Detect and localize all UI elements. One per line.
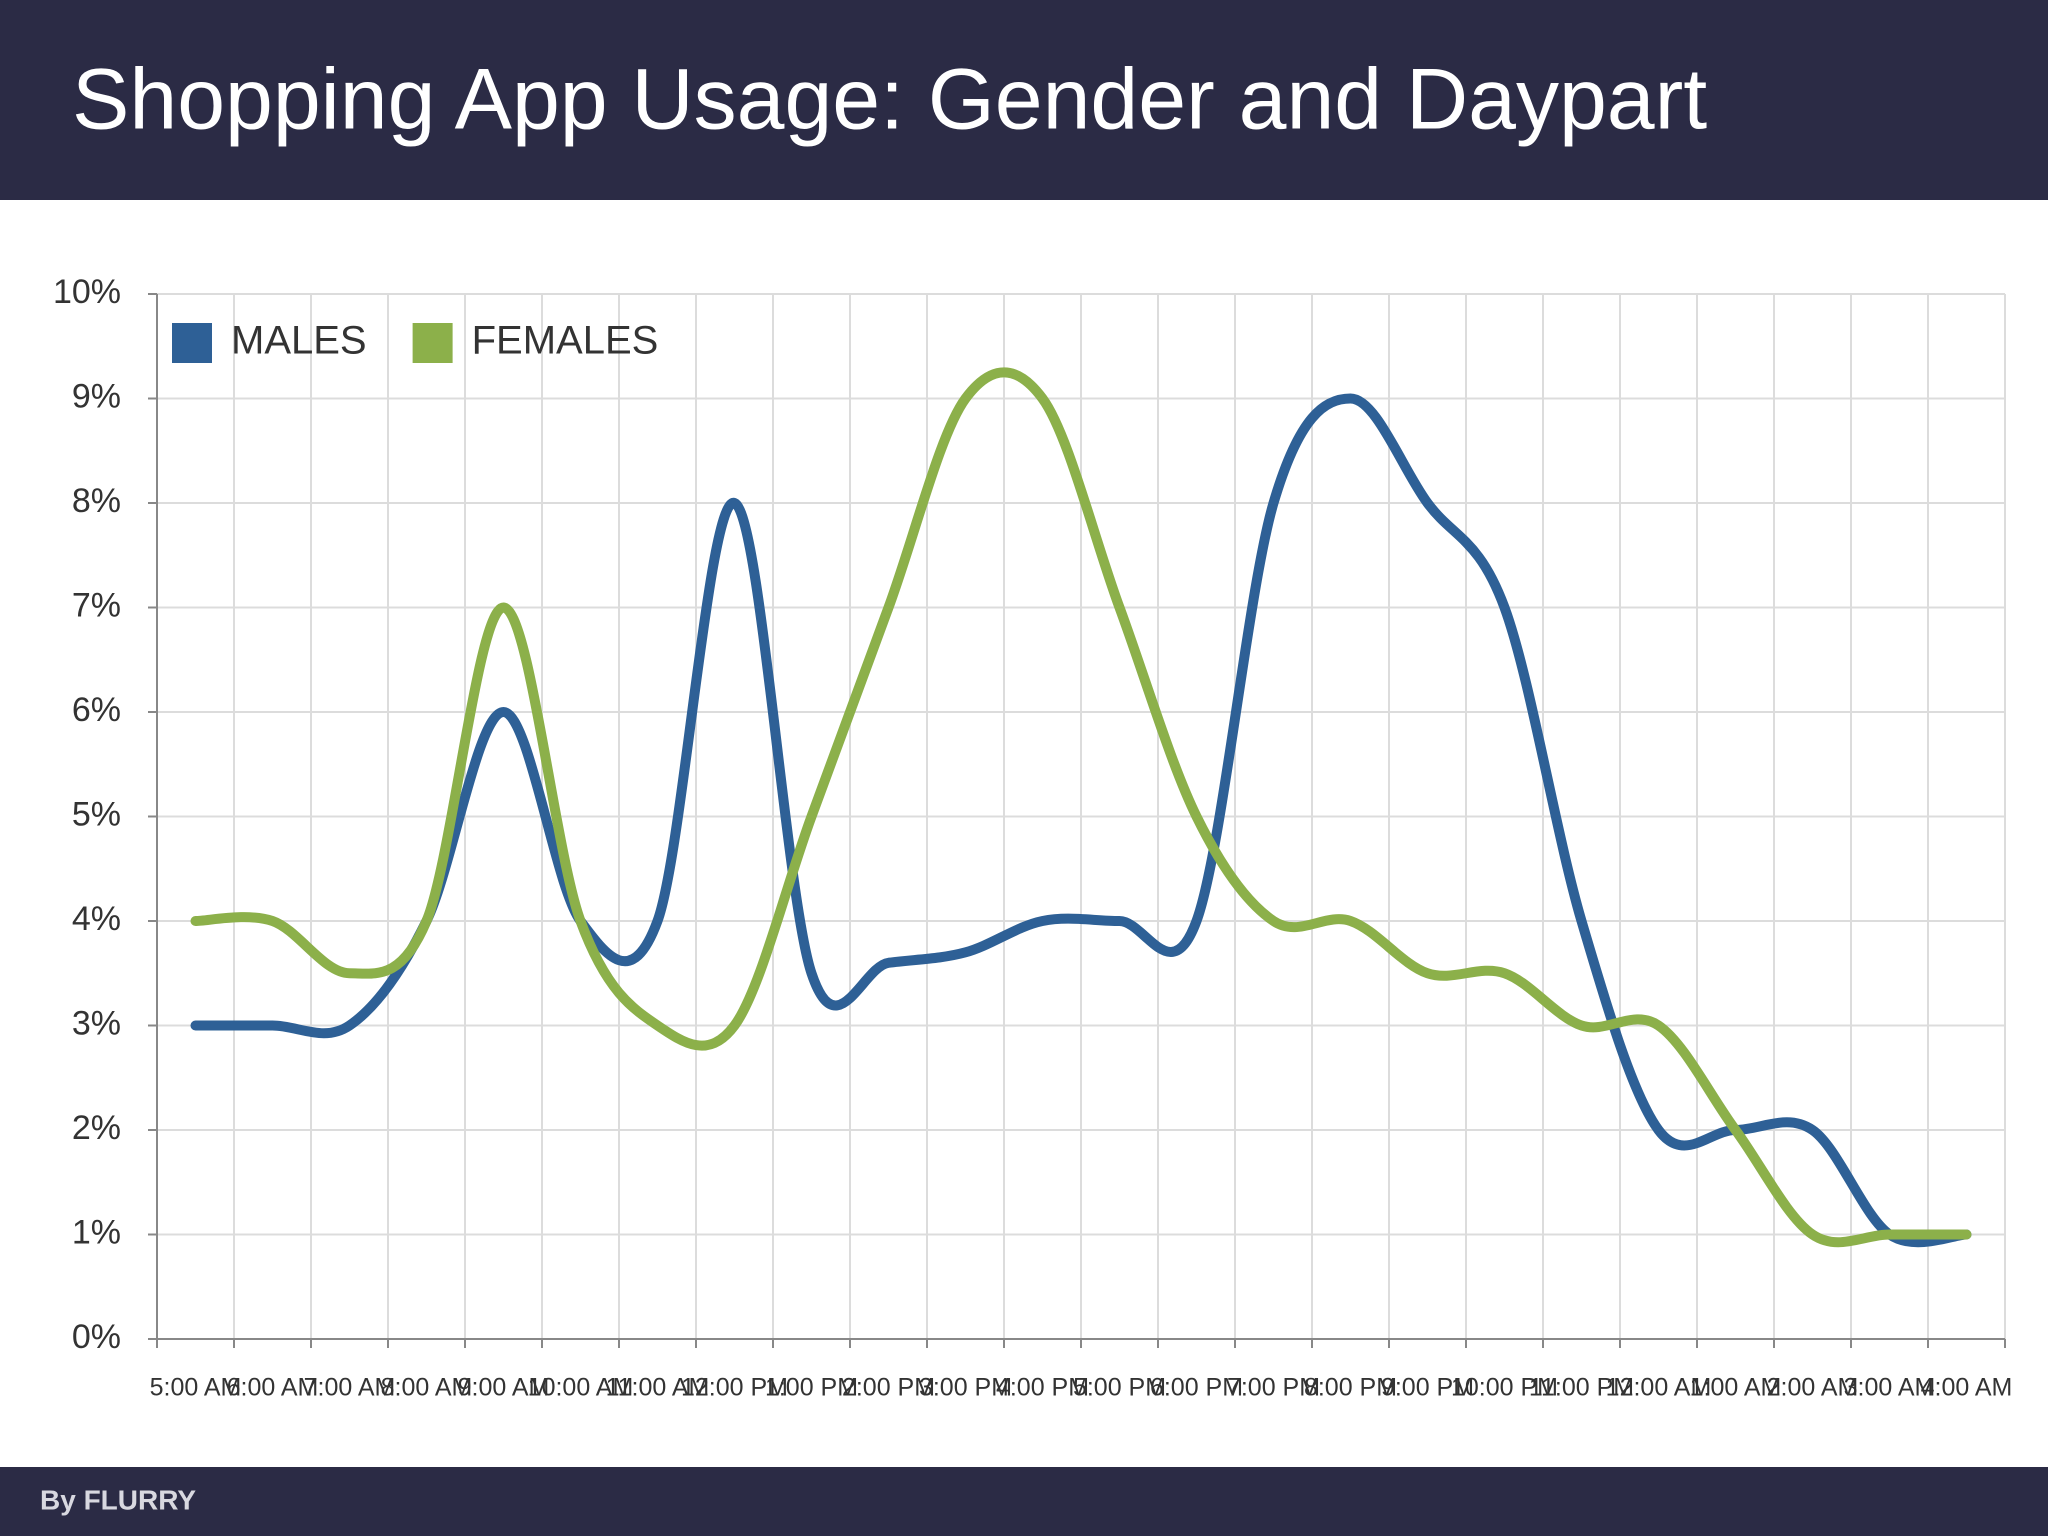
x-tick-label: 7:00 PM — [1227, 1374, 1320, 1402]
x-tick-label: 10:00 PM — [1451, 1374, 1558, 1402]
x-tick-label: 9:00 AM — [458, 1374, 550, 1402]
y-tick-label: 7% — [72, 586, 121, 624]
legend-swatch — [172, 323, 212, 363]
legend-label: MALES — [231, 319, 367, 363]
x-tick-label: 12:00 PM — [681, 1374, 788, 1402]
y-tick-label: 0% — [72, 1318, 121, 1356]
x-tick-label: 3:00 AM — [1844, 1374, 1936, 1402]
y-tick-label: 5% — [72, 795, 121, 833]
x-tick-label: 8:00 PM — [1304, 1374, 1397, 1402]
x-tick-label: 11:00 PM — [1529, 1374, 1634, 1402]
series-line — [190, 393, 1972, 1248]
y-tick-label: 4% — [72, 900, 121, 938]
x-tick-label: 10:00 AM — [528, 1374, 634, 1402]
legend-label: FEMALES — [472, 319, 659, 363]
y-tick-label: 8% — [72, 482, 121, 520]
x-tick-label: 5:00 AM — [150, 1374, 242, 1402]
x-tick-label: 1:00 AM — [1690, 1374, 1782, 1402]
series-line — [190, 367, 1972, 1248]
legend-swatch — [412, 323, 453, 363]
x-tick-label: 9:00 PM — [1381, 1374, 1474, 1402]
x-tick-label: 4:00 PM — [996, 1374, 1089, 1402]
y-tick-label: 9% — [72, 377, 121, 415]
x-tick-label: 7:00 AM — [304, 1374, 396, 1402]
x-tick-label: 6:00 PM — [1150, 1374, 1243, 1402]
x-tick-label: 1:00 PM — [765, 1374, 858, 1402]
slide-title: Shopping App Usage: Gender and Daypart — [72, 52, 1707, 148]
x-tick-label: 8:00 AM — [381, 1374, 473, 1402]
header-bar — [0, 0, 2048, 200]
x-tick-label: 3:00 PM — [919, 1374, 1012, 1402]
x-tick-label: 5:00 PM — [1073, 1374, 1166, 1402]
x-tick-label: 12:00 AM — [1606, 1374, 1712, 1402]
y-tick-label: 2% — [72, 1109, 121, 1147]
x-tick-label: 2:00 AM — [1767, 1374, 1859, 1402]
x-tick-label: 11:00 AM — [606, 1374, 710, 1402]
x-tick-label: 2:00 PM — [842, 1374, 935, 1402]
y-tick-label: 3% — [72, 1004, 121, 1042]
y-tick-label: 10% — [53, 273, 121, 311]
x-tick-label: 4:00 AM — [1921, 1374, 2013, 1402]
y-tick-label: 1% — [72, 1213, 121, 1251]
y-tick-label: 6% — [72, 691, 121, 729]
footer-brand: By FLURRY — [40, 1484, 196, 1515]
footer-bar — [0, 1467, 2048, 1536]
x-tick-label: 6:00 AM — [227, 1374, 319, 1402]
